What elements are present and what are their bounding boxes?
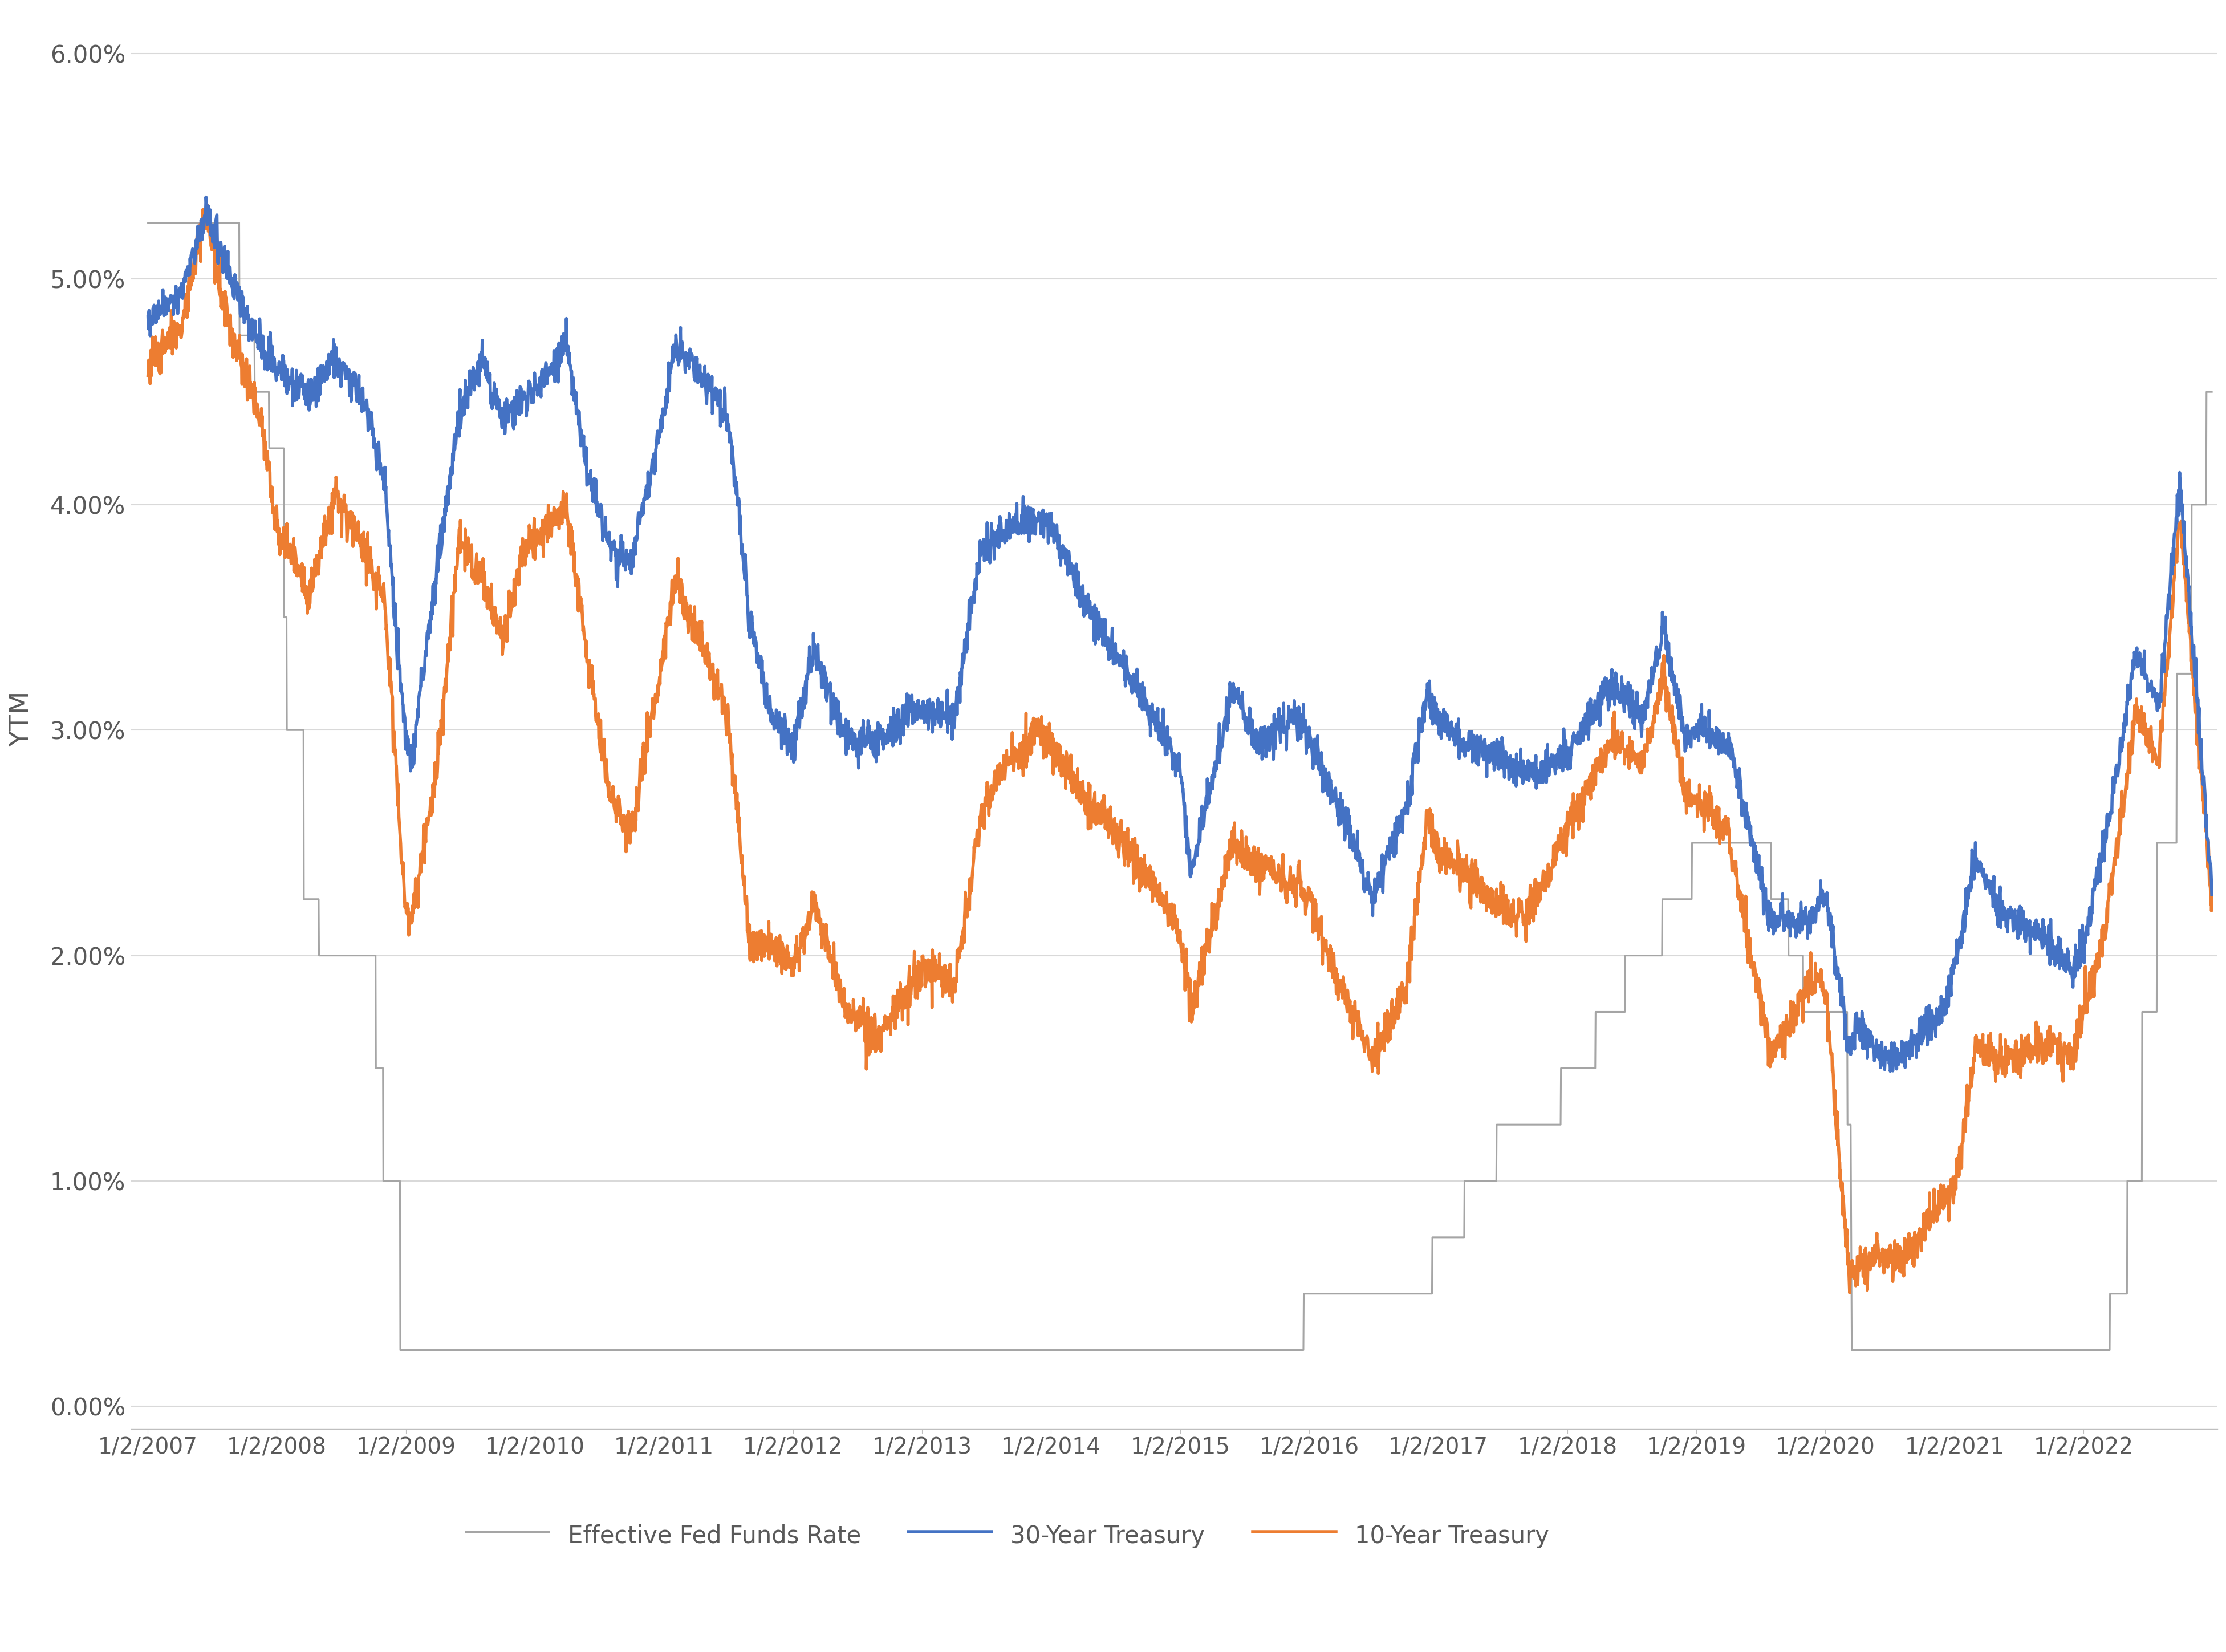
Y-axis label: YTM: YTM — [9, 691, 33, 747]
Legend: Effective Fed Funds Rate, 30-Year Treasury, 10-Year Treasury: Effective Fed Funds Rate, 30-Year Treasu… — [456, 1512, 1558, 1559]
Line: 30-Year Treasury: 30-Year Treasury — [149, 197, 2213, 1070]
Line: Effective Fed Funds Rate: Effective Fed Funds Rate — [149, 223, 2213, 1350]
Line: 10-Year Treasury: 10-Year Treasury — [149, 205, 2213, 1294]
